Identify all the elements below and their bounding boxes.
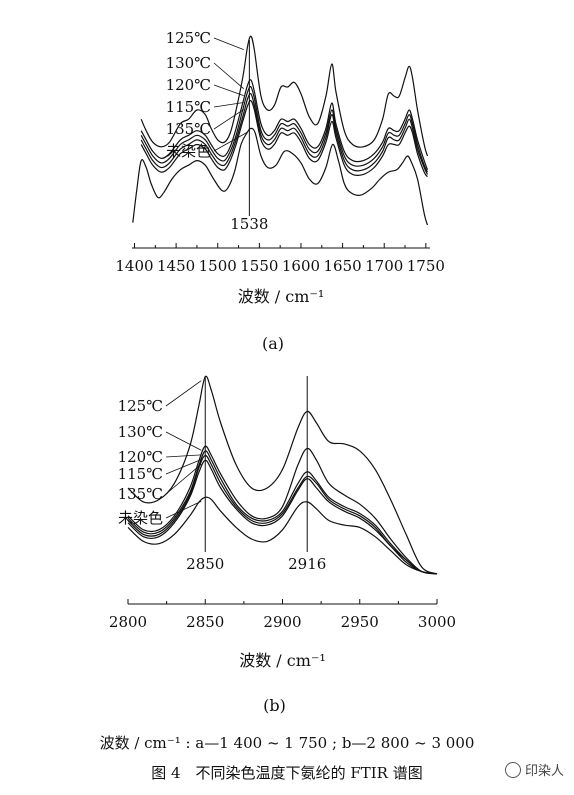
- series-label: 135℃: [118, 485, 163, 503]
- label-leader: [165, 454, 202, 458]
- peak-label: 2916: [288, 555, 326, 573]
- x-tick-label: 1450: [157, 257, 195, 275]
- series-line: [140, 100, 428, 178]
- x-tick-label: 1400: [115, 257, 153, 275]
- wechat-icon: [504, 762, 521, 778]
- panel-b: 2800 2850 2900 2950 3000 波数 / cm⁻¹ (b) 125℃ 130℃…: [109, 375, 456, 715]
- label-leader: [213, 102, 244, 108]
- series-label: 120℃: [166, 76, 211, 94]
- figure-subcaption: 波数 / cm⁻¹ : a—1 400 ~ 1 750 ; b—2 800 ~ …: [99, 734, 475, 752]
- series-line: [140, 79, 429, 171]
- series-line: [127, 454, 438, 575]
- watermark: 印染人: [504, 760, 564, 779]
- series-line: [127, 450, 438, 575]
- label-leader: [165, 459, 202, 475]
- ftir-figure: 1400 1450 1500 1550 1600 1650 1700 1750 波数 / cm⁻…: [109, 29, 456, 715]
- series-label: 未染色: [166, 142, 211, 160]
- x-tick-label: 2900: [263, 613, 301, 631]
- label-leader: [165, 500, 202, 519]
- x-tick-label: 3000: [418, 613, 456, 631]
- series-line: [140, 35, 429, 157]
- series-label: 135℃: [166, 120, 211, 138]
- x-axis-label: 波数 / cm⁻¹: [239, 651, 326, 670]
- series-label: 130℃: [118, 423, 163, 441]
- peak-label: 1538: [230, 215, 268, 233]
- series-line: [127, 375, 438, 575]
- label-leader: [165, 463, 202, 495]
- series-label: 125℃: [118, 397, 163, 415]
- series-label: 115℃: [118, 465, 163, 483]
- watermark-text: 印染人: [524, 764, 564, 779]
- series-line: [132, 127, 429, 226]
- x-tick-label: 1700: [365, 257, 403, 275]
- x-tick-label: 1600: [282, 257, 320, 275]
- series-label: 125℃: [166, 29, 211, 47]
- series-line: [140, 92, 429, 175]
- series-label: 120℃: [118, 448, 163, 466]
- panel-label: (a): [262, 334, 284, 353]
- x-tick-label: 2950: [341, 613, 379, 631]
- x-tick-label: 1750: [407, 257, 445, 275]
- panel-label: (b): [263, 696, 286, 715]
- label-leader: [165, 380, 202, 407]
- series-line: [140, 86, 429, 173]
- series-line: [127, 445, 438, 575]
- label-leader: [165, 431, 202, 451]
- series-line: [127, 496, 438, 575]
- label-leader: [213, 132, 248, 152]
- series-label: 115℃: [166, 98, 211, 116]
- label-leader: [213, 84, 244, 96]
- label-leader: [213, 37, 244, 50]
- panel-a: 1400 1450 1500 1550 1600 1650 1700 1750 波数 / cm⁻…: [115, 29, 445, 353]
- x-tick-label: 1500: [199, 257, 237, 275]
- peak-label: 2850: [186, 555, 224, 573]
- x-axis-label: 波数 / cm⁻¹: [238, 287, 325, 306]
- x-tick-label: 2800: [109, 613, 147, 631]
- series-label: 130℃: [166, 54, 211, 72]
- figure-caption: 图 4 不同染色温度下氨纶的 FTIR 谱图: [151, 764, 423, 782]
- series-line: [127, 459, 438, 575]
- series-label: 未染色: [118, 509, 163, 527]
- label-leader: [213, 62, 244, 90]
- x-tick-label: 1650: [324, 257, 362, 275]
- x-tick-label: 2850: [186, 613, 224, 631]
- label-leader: [213, 109, 244, 130]
- x-tick-label: 1550: [240, 257, 278, 275]
